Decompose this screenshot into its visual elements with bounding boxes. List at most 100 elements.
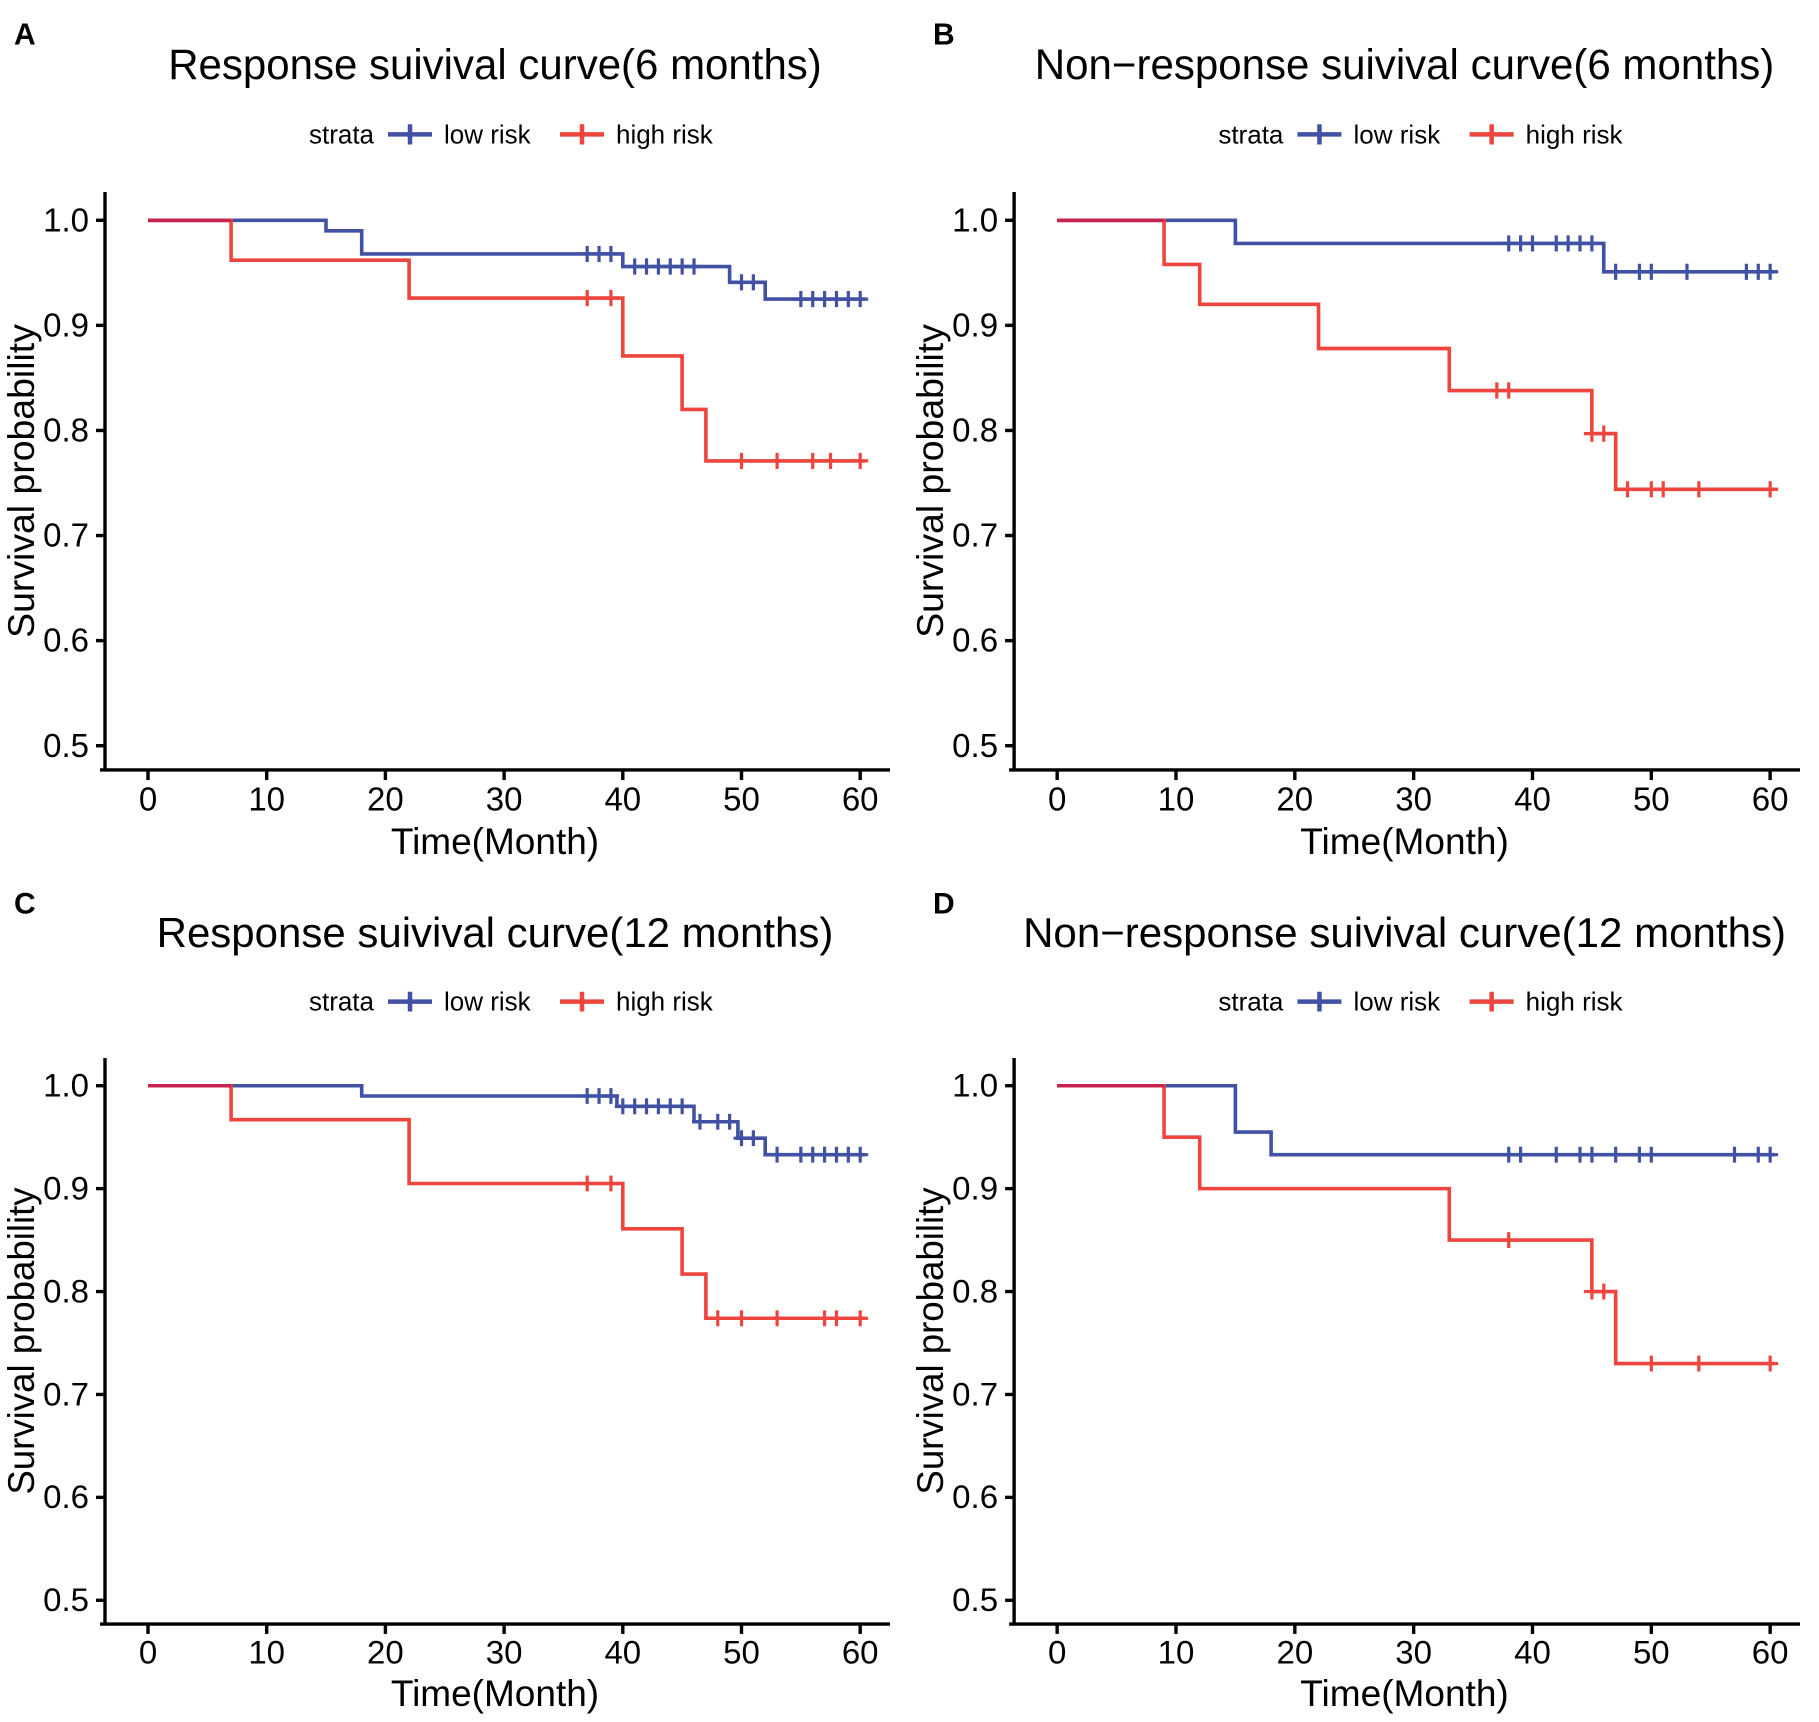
panel-b-ylabel: Survival probability — [909, 324, 951, 638]
censor-mark-high — [1762, 481, 1779, 498]
panel-d-x-tick-label: 40 — [1514, 1634, 1551, 1671]
censor-mark-high — [733, 1310, 750, 1327]
panel-c-legend-title: strata — [309, 989, 375, 1017]
panel-c-x-tick-label: 0 — [139, 1634, 157, 1671]
panel-d-ylabel: Survival probability — [910, 1187, 951, 1495]
panel-b-legend-low-label: low risk — [1353, 119, 1441, 149]
panel-a-xlabel: Time(Month) — [391, 820, 599, 862]
censor-mark-low — [1583, 235, 1600, 252]
panel-b-y-tick-label: 0.6 — [952, 623, 998, 660]
panel-d-legend-title: strata — [1218, 989, 1284, 1017]
panel-d-y-tick-label: 0.5 — [952, 1581, 998, 1618]
censor-mark-high — [709, 1310, 726, 1327]
panel-c-x-tick-label: 10 — [248, 1634, 285, 1671]
high-risk-key-icon — [1469, 124, 1514, 145]
panel-b-legend-title: strata — [1218, 119, 1284, 149]
censor-mark-low — [691, 1113, 708, 1130]
censor-mark-low — [1762, 1146, 1779, 1163]
panel-d-curve-high-risk — [1057, 1083, 1775, 1366]
panel-b-x-tick-label: 30 — [1395, 781, 1432, 818]
panel-c-xlabel: Time(Month) — [391, 1673, 599, 1714]
panel-a-letter: A — [14, 18, 36, 51]
panel-d-y-tick-label: 0.8 — [952, 1273, 998, 1310]
panel-d-x-tick-label: 20 — [1276, 1634, 1313, 1671]
high-risk-key-icon — [560, 124, 604, 145]
censor-mark-low — [674, 1098, 691, 1115]
censor-mark-high — [769, 452, 786, 470]
panel-c-y-tick-label: 0.5 — [43, 1581, 89, 1618]
panel-a-chart: A Response suivival curve(6 months) strata… — [0, 18, 890, 862]
censor-mark-high — [852, 1310, 869, 1327]
panel-d-letter: D — [933, 888, 955, 921]
panel-a-title: Response suivival curve(6 months) — [168, 41, 822, 88]
censor-mark-low — [1762, 263, 1779, 280]
panel-c-legend-low-label: low risk — [444, 989, 531, 1017]
panel-b-curve-high-risk — [1057, 218, 1775, 492]
censor-mark-high — [1690, 1355, 1707, 1372]
censor-mark-low — [1548, 1146, 1565, 1163]
panel-b-y-tick-label: 1.0 — [952, 202, 998, 239]
censor-mark-low — [602, 245, 619, 262]
panel-b-y-tick-label: 0.9 — [952, 307, 998, 344]
panel-d-x-tick-label: 60 — [1752, 1634, 1789, 1671]
censor-mark-low — [1512, 1146, 1529, 1163]
censor-mark-high — [1500, 382, 1517, 399]
panel-c-y-tick-label: 1.0 — [43, 1067, 89, 1104]
panel-a-y-tick-label: 0.7 — [43, 518, 89, 555]
panel-a-legend-low-label: low risk — [444, 119, 532, 149]
low-risk-key-icon — [1297, 991, 1342, 1012]
panel-a-y-tick-label: 0.9 — [43, 307, 89, 344]
panel-c-curve-high-risk — [148, 1083, 865, 1321]
high-risk-key-icon — [1469, 991, 1514, 1012]
panel-a-x-tick-label: 10 — [248, 781, 285, 818]
panel-d-xlabel: Time(Month) — [1300, 1673, 1508, 1714]
panel-b-y-tick-label: 0.7 — [952, 518, 998, 555]
panel-b-x-tick-label: 40 — [1514, 781, 1551, 818]
panel-d-chart: D Non−response suivival curve(12 months) s… — [910, 888, 1800, 1714]
panel-c-y-tick-label: 0.7 — [43, 1376, 89, 1413]
low-risk-key-icon — [1297, 124, 1342, 145]
panel-c-chart: C Response suivival curve(12 months) strat… — [1, 888, 890, 1714]
panel-d-y-tick-label: 0.6 — [952, 1478, 998, 1515]
panel-a-x-tick-label: 20 — [367, 781, 404, 818]
panel-c: C Response suivival curve(12 months) strat… — [0, 870, 909, 1722]
panel-a-curve-high-risk — [148, 218, 865, 463]
censor-mark-high — [602, 1175, 619, 1192]
censor-mark-high — [1655, 481, 1672, 498]
panel-a-x-tick-label: 40 — [604, 781, 641, 818]
panel-c-y-tick-label: 0.6 — [43, 1478, 89, 1515]
censor-mark-high — [1643, 1355, 1660, 1372]
censor-mark-high — [1690, 481, 1707, 498]
panel-d-legend-low-label: low risk — [1353, 989, 1440, 1017]
panel-d-x-tick-label: 30 — [1395, 1634, 1432, 1671]
censor-mark-low — [1607, 263, 1624, 280]
censor-mark-low — [852, 1146, 869, 1163]
panel-a-x-tick-label: 30 — [486, 781, 523, 818]
censor-mark-high — [1762, 1355, 1779, 1372]
panel-a-x-tick-label: 0 — [139, 781, 157, 818]
panel-a-x-tick-label: 50 — [723, 781, 760, 818]
censor-mark-high — [828, 1310, 845, 1327]
censor-mark-high — [822, 452, 839, 470]
panel-d: D Non−response suivival curve(12 months) s… — [909, 870, 1819, 1722]
censor-mark-high — [733, 452, 750, 470]
high-risk-key-icon — [560, 991, 604, 1012]
panel-b-xlabel: Time(Month) — [1300, 820, 1508, 862]
panel-d-x-tick-label: 10 — [1158, 1634, 1195, 1671]
censor-mark-low — [1524, 235, 1541, 252]
censor-mark-low — [769, 1146, 786, 1163]
panel-a-x-tick-label: 60 — [842, 781, 879, 818]
panel-b-y-tick-label: 0.8 — [952, 412, 998, 449]
panel-c-ylabel: Survival probability — [1, 1187, 42, 1495]
censor-mark-low — [1583, 1146, 1600, 1163]
censor-mark-high — [579, 1175, 596, 1192]
panel-c-y-tick-label: 0.8 — [43, 1273, 89, 1310]
panel-d-x-tick-label: 50 — [1633, 1634, 1670, 1671]
censor-mark-high — [579, 289, 596, 307]
panel-c-x-tick-label: 30 — [486, 1634, 523, 1671]
censor-mark-low — [1607, 1146, 1624, 1163]
panel-c-y-tick-label: 0.9 — [43, 1170, 89, 1207]
censor-mark-low — [852, 291, 869, 308]
panel-c-legend-high-label: high risk — [616, 989, 713, 1017]
low-risk-key-icon — [388, 991, 432, 1012]
